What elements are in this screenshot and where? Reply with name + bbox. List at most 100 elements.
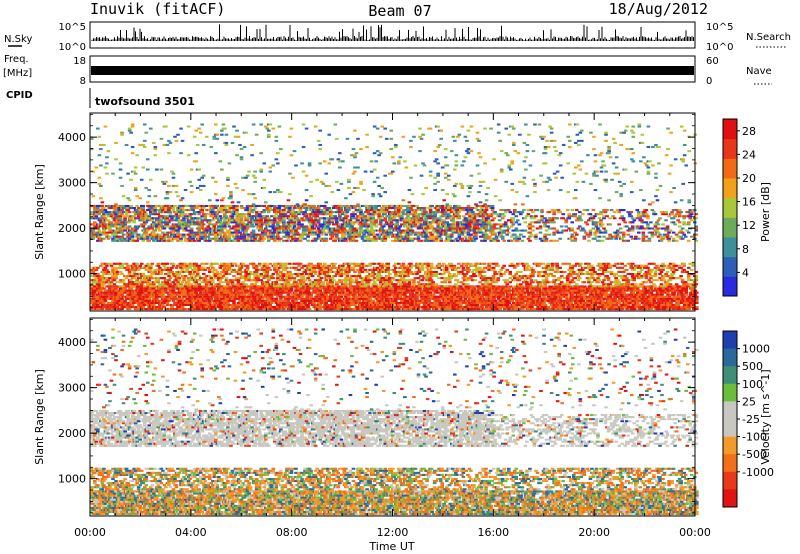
range-cell — [114, 287, 118, 290]
range-cell — [300, 303, 304, 306]
range-cell — [362, 295, 366, 298]
range-cell — [214, 293, 218, 296]
range-cell — [637, 303, 642, 306]
range-cell — [120, 272, 124, 276]
range-cell — [233, 295, 238, 298]
range-cell — [112, 283, 117, 286]
range-cell — [318, 308, 322, 311]
range-cell — [164, 285, 168, 288]
range-cell — [354, 295, 359, 298]
range-cell — [139, 283, 144, 286]
range-cell — [167, 293, 171, 296]
range-cell — [212, 287, 217, 290]
range-cell — [214, 268, 218, 271]
range-cell — [360, 303, 365, 306]
range-cell — [434, 308, 439, 311]
range-cell — [117, 291, 121, 294]
range-cell — [695, 295, 699, 298]
range-cell — [238, 272, 242, 276]
range-cell — [195, 270, 200, 273]
range-cell — [103, 297, 108, 300]
range-cell — [604, 291, 608, 294]
range-cell — [102, 301, 106, 304]
range-cell — [99, 289, 103, 292]
range-cell — [279, 289, 283, 292]
range-cell — [148, 275, 153, 278]
range-cell — [180, 289, 185, 292]
range-cell — [235, 303, 239, 306]
range-cell — [279, 301, 283, 304]
range-cell — [256, 291, 260, 294]
range-cell — [321, 295, 326, 298]
range-cell — [194, 289, 198, 292]
range-cell — [636, 301, 640, 304]
range-cell — [309, 295, 313, 298]
range-cell — [232, 275, 236, 278]
range-cell — [115, 289, 120, 292]
range-cell — [200, 289, 205, 292]
range-cell — [161, 293, 165, 296]
range-cell — [415, 297, 419, 300]
range-cell — [230, 297, 235, 300]
range-cell — [522, 293, 527, 296]
range-cell — [167, 275, 171, 278]
range-cell — [265, 303, 270, 306]
range-cell — [431, 293, 436, 296]
range-cell — [318, 299, 322, 302]
range-cell — [347, 305, 351, 309]
range-cell — [339, 287, 344, 290]
range-cell — [123, 301, 127, 304]
range-cell — [165, 281, 170, 284]
range-cell — [398, 295, 403, 298]
range-cell — [132, 270, 136, 273]
range-cell — [306, 289, 310, 292]
range-cell — [313, 299, 318, 302]
range-cell — [676, 303, 681, 306]
range-cell — [197, 279, 201, 282]
range-cell — [649, 291, 654, 294]
range-cell — [209, 283, 214, 286]
range-cell — [614, 303, 619, 306]
range-cell — [492, 297, 496, 300]
range-cell — [168, 277, 173, 280]
nsky-tick-top: 10^5 — [59, 22, 86, 33]
range-cell — [649, 287, 654, 290]
range-cell — [198, 299, 203, 302]
range-cell — [132, 305, 136, 309]
range-cell — [369, 308, 374, 311]
date-title: 18/Aug/2012 — [609, 0, 708, 18]
range-cell — [330, 293, 335, 296]
range-cell — [165, 295, 170, 298]
range-cell — [218, 279, 223, 282]
range-cell — [283, 301, 288, 304]
range-cell — [194, 287, 198, 290]
range-cell — [158, 303, 162, 306]
range-cell — [170, 305, 174, 309]
range-cell — [546, 305, 551, 309]
range-cell — [365, 303, 369, 306]
range-cell — [507, 287, 512, 290]
range-cell — [109, 293, 114, 296]
range-cell — [291, 299, 295, 302]
range-cell — [371, 303, 375, 306]
range-cell — [256, 303, 260, 306]
range-cell — [289, 295, 294, 298]
range-cell — [136, 308, 141, 311]
range-cell — [217, 275, 221, 278]
range-cell — [167, 279, 171, 282]
range-cell — [341, 289, 345, 292]
range-cell — [139, 287, 144, 290]
range-cell — [136, 268, 141, 271]
range-cell — [177, 295, 182, 298]
range-cell — [109, 281, 114, 284]
range-cell — [229, 293, 233, 296]
range-cell — [309, 293, 313, 296]
range-cell — [156, 281, 161, 284]
range-cell — [241, 281, 245, 284]
range-cell — [197, 287, 201, 290]
range-cell — [622, 291, 626, 294]
range-cell — [201, 287, 206, 290]
range-cell — [672, 291, 676, 294]
range-cell — [93, 279, 97, 282]
range-cell — [558, 297, 563, 300]
